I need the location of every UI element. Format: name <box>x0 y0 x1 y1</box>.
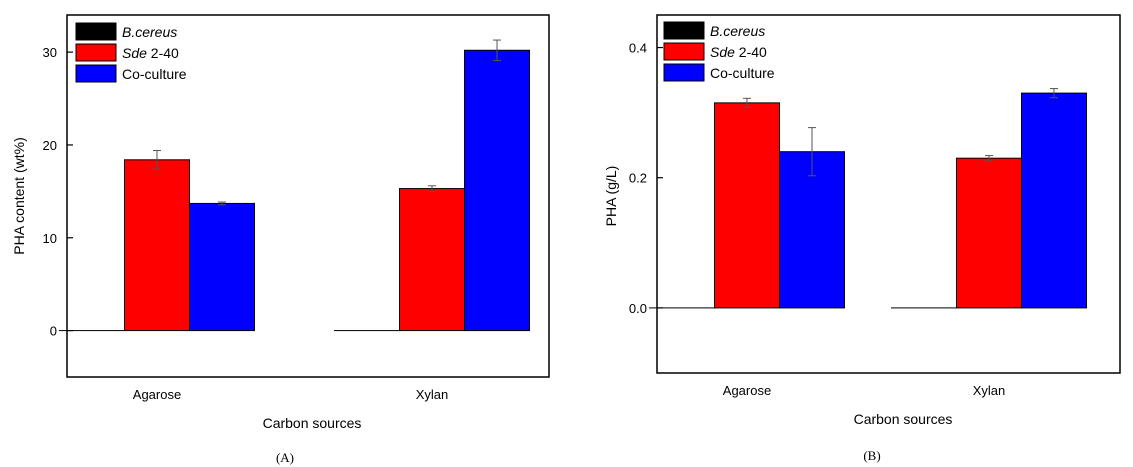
x-tick-label: Xylan <box>416 387 449 402</box>
panel-label: (B) <box>863 448 880 463</box>
y-tick-label: 20 <box>43 138 57 153</box>
legend-label: B.cereus <box>710 23 765 39</box>
legend: B.cereus Sde 2-40 Co-culture <box>75 22 187 83</box>
legend-swatch <box>75 64 117 83</box>
y-tick-label: 0.2 <box>629 171 647 186</box>
bar <box>464 49 530 332</box>
x-tick-label: Agarose <box>133 387 181 402</box>
legend-label: Co-culture <box>122 66 187 82</box>
chart-panel-1: 0.0 0.2 0.4 Agarose Xylan Carbon sources PHA (… <box>603 14 1121 463</box>
legend-swatch <box>663 42 705 61</box>
y-tick-label: 10 <box>43 231 57 246</box>
bar <box>124 159 190 332</box>
legend-swatch <box>75 22 117 41</box>
legend-label: Sde 2-40 <box>710 44 767 60</box>
legend-label: Sde 2-40 <box>122 45 179 61</box>
y-tick-label: 0 <box>50 324 57 339</box>
y-tick-label: 0.4 <box>629 41 647 56</box>
legend-swatch <box>663 21 705 40</box>
y-axis-label: PHA content (wt%) <box>11 137 27 255</box>
x-axis-label: Carbon sources <box>854 411 953 427</box>
bar <box>399 188 465 332</box>
plot-frame <box>66 14 550 378</box>
legend-swatch <box>663 63 705 82</box>
y-tick-label: 30 <box>43 45 57 60</box>
x-tick-label: Xylan <box>973 383 1006 398</box>
legend-label: Co-culture <box>710 65 775 81</box>
bar <box>714 102 780 309</box>
legend-swatch <box>75 43 117 62</box>
plot-frame <box>656 14 1121 374</box>
bar <box>956 157 1022 309</box>
x-tick-label: Agarose <box>723 383 771 398</box>
y-axis-label: PHA (g/L) <box>603 166 619 227</box>
x-axis-label: Carbon sources <box>263 415 362 431</box>
chart-panel-0: 0 10 20 30 Agarose Xylan Carbon sources PHA con… <box>11 14 550 465</box>
legend-label: B.cereus <box>122 24 177 40</box>
panel-label: (A) <box>276 450 294 465</box>
legend: B.cereus Sde 2-40 Co-culture <box>663 21 775 82</box>
bar <box>1021 92 1087 309</box>
bar <box>189 202 255 332</box>
y-tick-label: 0.0 <box>629 301 647 316</box>
